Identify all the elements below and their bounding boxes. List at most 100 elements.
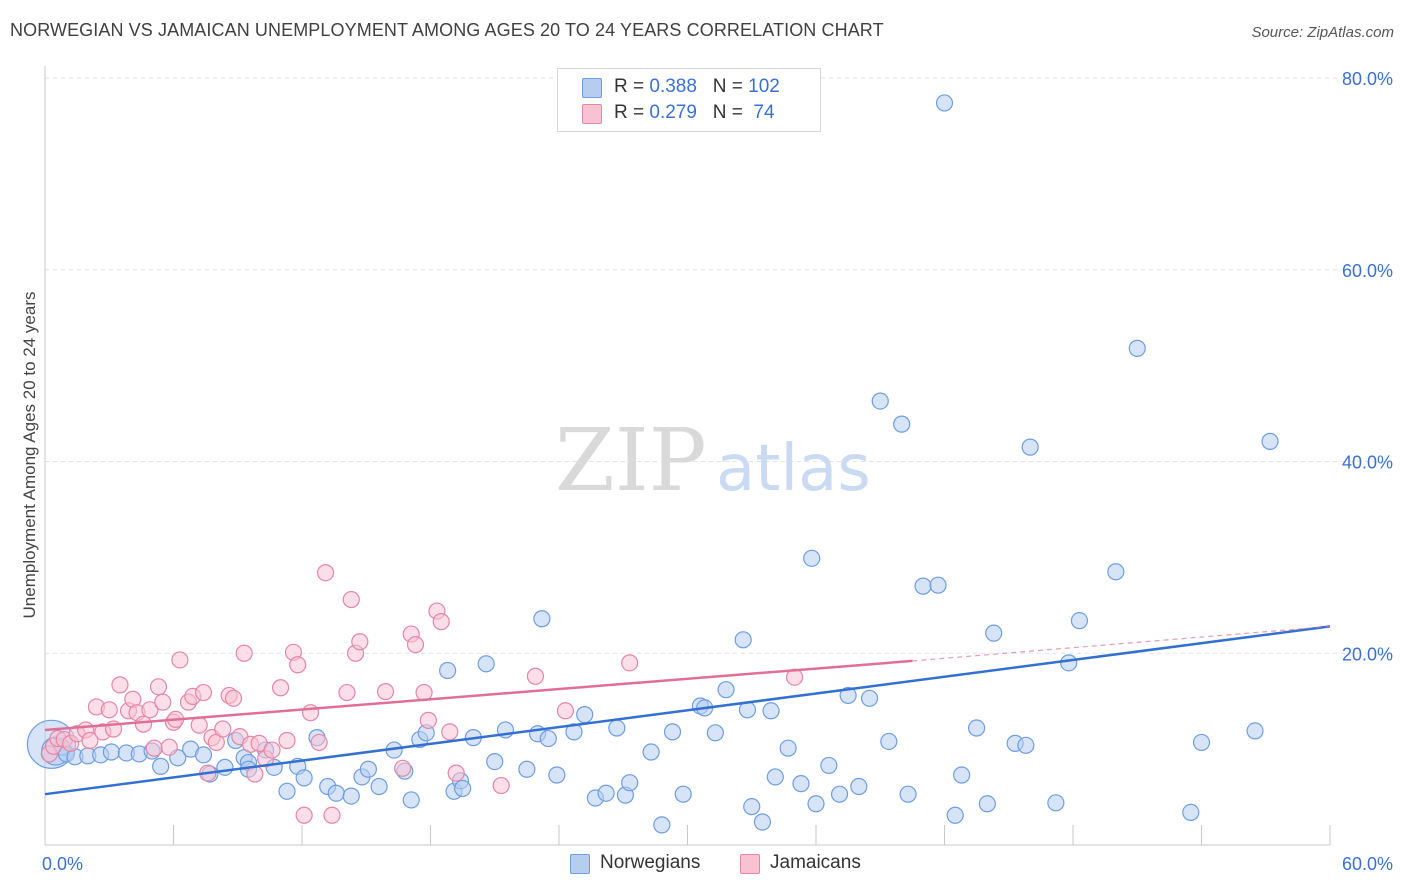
norwegians-point [342,787,360,805]
jamaicans-point [278,731,296,750]
jamaicans-point [376,682,395,701]
norwegians-point [1261,432,1279,450]
norwegians-point [152,757,170,775]
jamaicans-point [447,764,465,782]
norwegians-point [477,655,495,673]
jamaicans-point [342,590,360,609]
jamaicans-point [111,676,129,694]
jamaicans-point [171,651,189,669]
norwegians-point [576,706,594,724]
jamaicans-point [556,702,575,720]
norwegians-point [978,795,996,813]
norwegians-point [674,785,692,803]
norwegians-point [533,610,551,628]
norwegians-point [766,768,784,786]
bottom-legend-label-norwegians: Norwegians [600,852,701,873]
norwegians-point [621,774,639,792]
bottom-legend-swatch-norwegians [570,854,590,874]
norwegians-point [295,769,313,787]
norwegians-point [899,785,917,803]
norwegians-point [402,791,420,809]
norwegians-point [194,746,213,764]
norwegians-point [779,739,797,757]
legend-text-jamaicans: R = 0.279 N = 74 [614,102,775,124]
bottom-legend-jamaicans: Jamaicans [740,851,890,877]
grid-lines [45,77,1392,654]
y-tick-label: 60.0% [1342,261,1393,281]
bottom-legend-label-jamaicans: Jamaicans [770,852,861,873]
norwegians-point [663,723,682,741]
jamaicans-point [526,667,545,685]
jamaicans-point [263,741,281,759]
jamaicans-point [316,564,335,582]
jamaicans-point [194,683,213,702]
trendline-norwegians [44,625,1331,796]
norwegians-point [706,724,724,742]
y-axis-label-wrap: Unemployment Among Ages 20 to 24 years [18,260,42,650]
trendline-jamaicans [44,659,913,732]
norwegians-point [486,752,504,771]
jamaicans-point [295,806,313,824]
legend-r-value: 0.388 [649,76,697,97]
norwegians-point [653,816,671,834]
norwegians-point [327,784,345,802]
norwegians-point [953,766,971,784]
jamaicans-point [160,738,178,756]
norwegians-point [642,743,660,761]
norwegians-point [359,760,377,778]
watermark: ZIP atlas [555,411,871,511]
norwegians-point [1246,722,1264,740]
jamaicans-point [441,723,459,741]
x-tick-label-max: 60.0% [1342,854,1393,874]
norwegians-point [1182,803,1200,822]
jamaicans-point [621,654,639,672]
chart-title: NORWEGIAN VS JAMAICAN UNEMPLOYMENT AMONG… [10,20,884,40]
norwegians-point [850,777,868,796]
legend-n-value: 102 [748,76,780,97]
tick-labels: 20.0% 40.0% 60.0% 80.0% 0.0% 60.0% [42,69,1393,874]
norwegians-point [968,719,986,737]
jamaicans-point [351,633,369,651]
norwegians-point [914,577,932,595]
norwegians-point [1047,794,1065,812]
correlation-legend: R = 0.388 N = 102 R = 0.279 N = 74 [557,68,821,132]
bottom-legend-swatch-jamaicans [740,854,760,874]
norwegians-point [518,760,536,778]
axes [44,66,1331,846]
norwegians-point [608,719,626,737]
jamaicans-point [235,644,253,662]
jamaicans-point [100,701,118,719]
norwegians-point [102,743,120,761]
chart-source: Source: ZipAtlas.com [1251,24,1394,41]
y-tick-label: 80.0% [1342,69,1393,89]
legend-swatch-norwegians [582,78,602,98]
jamaicans-point [154,693,172,711]
norwegians-point [929,576,947,594]
bottom-legend-norwegians: Norwegians [570,851,730,877]
y-tick-label: 20.0% [1342,644,1393,664]
legend-n-label: N = [712,76,749,97]
norwegians-point [803,549,821,567]
trendline-jamaicans-extension [912,625,1331,662]
trend-lines [44,625,1331,796]
jamaicans-point [492,776,510,795]
norwegians-point [454,779,472,798]
norwegians-point [278,782,296,800]
norwegians-point [1192,733,1211,752]
norwegians-point [860,689,879,707]
jamaicans-point [190,716,208,734]
norwegians-point [830,785,849,803]
norwegians-point [743,798,761,816]
norwegians-point [597,784,615,802]
jamaicans-point [214,720,232,738]
norwegians-point [753,813,772,831]
norwegians-point [820,756,838,775]
jamaicans-point [134,715,153,733]
legend-r-label: R = [614,102,650,123]
legend-r-value: 0.279 [649,102,697,123]
jamaicans-point [145,739,163,757]
legend-n-value: 74 [748,102,775,123]
norwegians-point [1017,736,1035,754]
y-tick-label: 40.0% [1342,453,1393,473]
norwegians-point [548,766,566,784]
